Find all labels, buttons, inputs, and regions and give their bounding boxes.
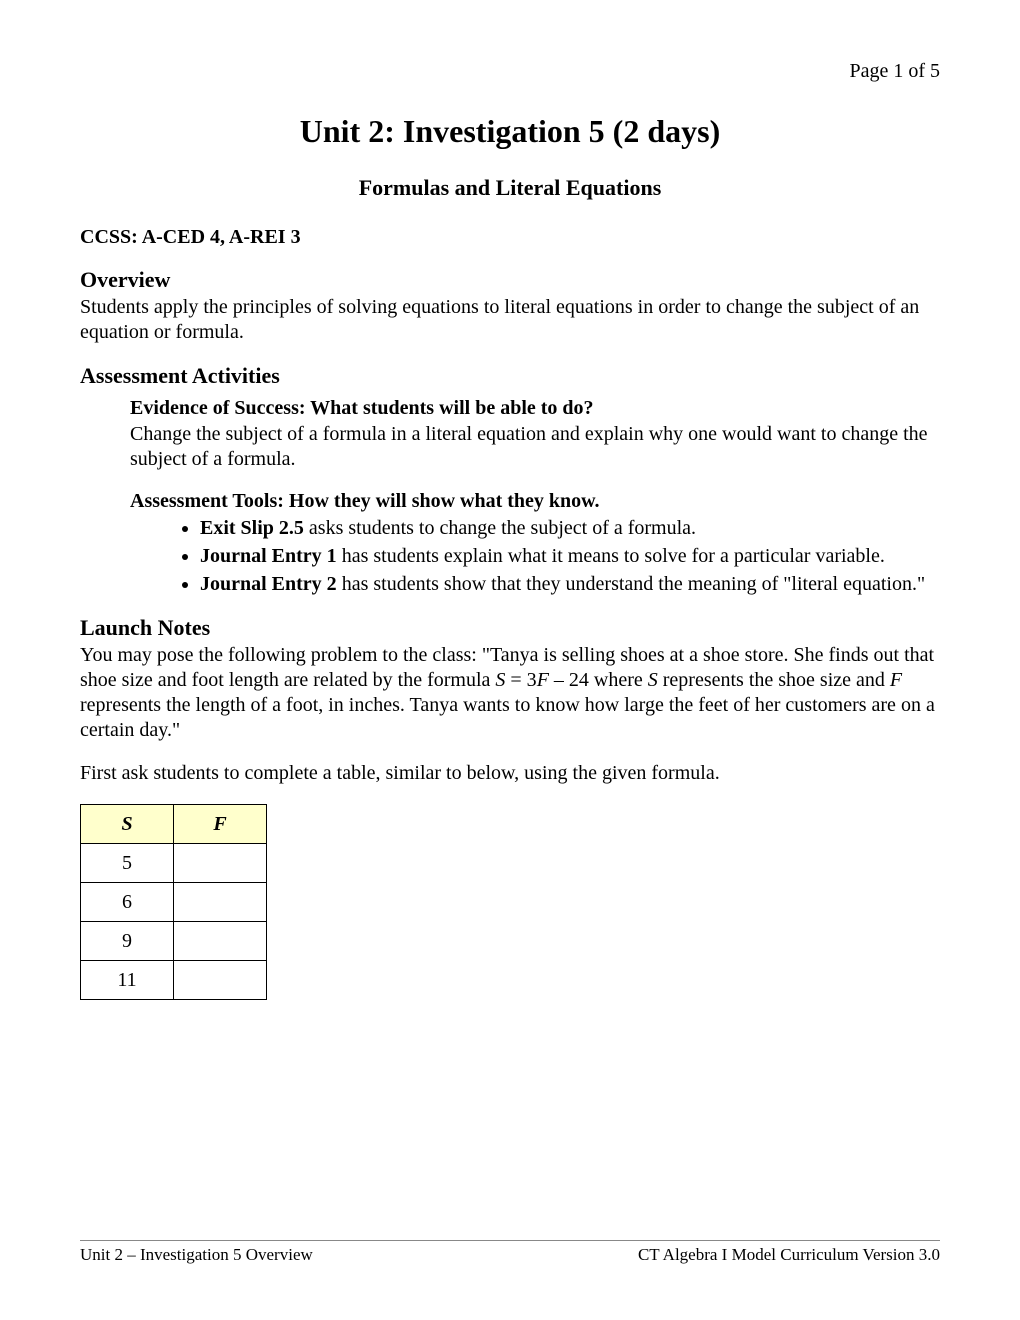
table-header-row: S F	[81, 805, 267, 844]
table-row: 11	[81, 961, 267, 1000]
col-header-s: S	[81, 805, 174, 844]
overview-heading: Overview	[80, 267, 940, 293]
cell-s: 9	[81, 922, 174, 961]
page-footer: Unit 2 – Investigation 5 Overview CT Alg…	[80, 1240, 940, 1265]
list-item: Exit Slip 2.5 asks students to change th…	[200, 515, 940, 541]
var-s: S	[648, 669, 658, 691]
bullet-bold: Journal Entry 2	[200, 573, 337, 595]
evidence-body: Change the subject of a formula in a lit…	[130, 422, 940, 472]
cell-s: 5	[81, 844, 174, 883]
cell-s: 11	[81, 961, 174, 1000]
page-title: Unit 2: Investigation 5 (2 days)	[80, 113, 940, 150]
assessment-heading: Assessment Activities	[80, 363, 940, 389]
cell-f	[174, 922, 267, 961]
table-row: 9	[81, 922, 267, 961]
page-number: Page 1 of 5	[80, 60, 940, 83]
bullet-text: has students explain what it means to so…	[337, 545, 885, 567]
var-f: F	[890, 669, 902, 691]
cell-f	[174, 883, 267, 922]
overview-body: Students apply the principles of solving…	[80, 295, 940, 345]
bullet-bold: Journal Entry 1	[200, 545, 337, 567]
var-f: F	[537, 669, 549, 691]
var-s: S	[495, 669, 505, 691]
launch-text: – 24 where	[549, 669, 648, 691]
bullet-text: asks students to change the subject of a…	[304, 517, 696, 539]
footer-left: Unit 2 – Investigation 5 Overview	[80, 1245, 313, 1265]
col-header-f: F	[174, 805, 267, 844]
footer-right: CT Algebra I Model Curriculum Version 3.…	[638, 1245, 940, 1265]
table-row: 6	[81, 883, 267, 922]
table-row: 5	[81, 844, 267, 883]
page-subtitle: Formulas and Literal Equations	[80, 175, 940, 201]
evidence-heading: Evidence of Success: What students will …	[130, 397, 940, 420]
assessment-block: Evidence of Success: What students will …	[130, 397, 940, 597]
ccss-standards: CCSS: A-CED 4, A-REI 3	[80, 226, 940, 249]
bullet-bold: Exit Slip 2.5	[200, 517, 304, 539]
tools-heading: Assessment Tools: How they will show wha…	[130, 490, 940, 513]
launch-text: = 3	[505, 669, 536, 691]
tools-bullets: Exit Slip 2.5 asks students to change th…	[130, 515, 940, 597]
footer-rule	[80, 1240, 940, 1241]
sf-table: S F 5 6 9 11	[80, 804, 267, 1000]
list-item: Journal Entry 2 has students show that t…	[200, 571, 940, 597]
cell-f	[174, 961, 267, 1000]
launch-text: represents the shoe size and	[658, 669, 890, 691]
cell-f	[174, 844, 267, 883]
launch-para2: First ask students to complete a table, …	[80, 761, 940, 786]
launch-para1: You may pose the following problem to th…	[80, 643, 940, 743]
launch-text: represents the length of a foot, in inch…	[80, 694, 935, 741]
bullet-text: has students show that they understand t…	[337, 573, 925, 595]
cell-s: 6	[81, 883, 174, 922]
launch-heading: Launch Notes	[80, 615, 940, 641]
list-item: Journal Entry 1 has students explain wha…	[200, 543, 940, 569]
